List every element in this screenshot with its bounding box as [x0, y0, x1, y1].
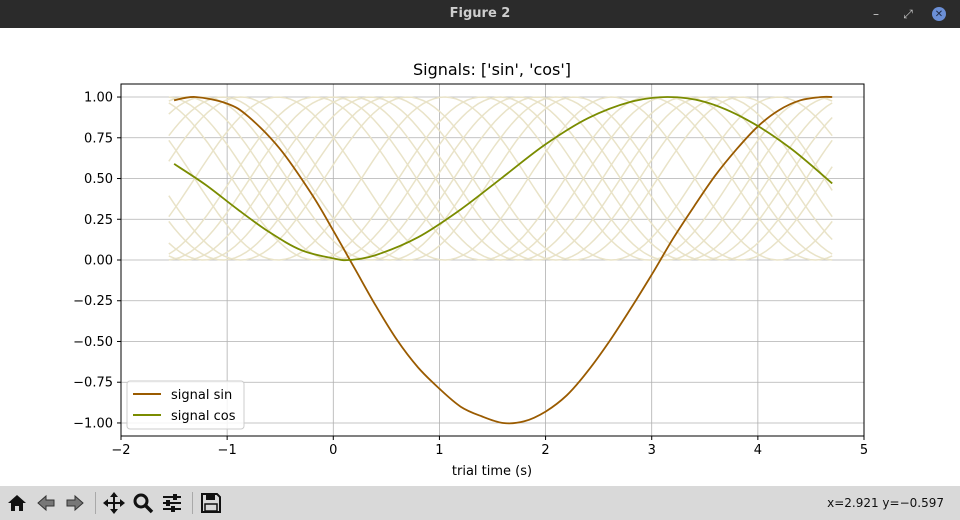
- y-tick-label: 0.50: [84, 172, 113, 187]
- window-title: Figure 2: [449, 6, 511, 21]
- home-icon[interactable]: [5, 491, 29, 515]
- y-tick-label: 1.00: [84, 91, 113, 106]
- legend-label-sin: signal sin: [171, 388, 232, 403]
- background-trace: [168, 96, 833, 261]
- navigation-toolbar: x=2.921 y=−0.597: [0, 486, 960, 520]
- axis-ticks: −2 −1 0 1 2 3 4 5 1.00 0.75 0.50 0.25 0.00 −0.25 −0.50…: [73, 91, 868, 458]
- pan-icon[interactable]: [102, 491, 126, 515]
- line-chart: Signals: ['sin', 'cos'] −2 −1 0 1 2 3 4 5 1.00 0.…: [73, 60, 868, 479]
- x-tick-label: −1: [218, 443, 237, 458]
- background-trace: [168, 96, 833, 261]
- figure-canvas[interactable]: Signals: ['sin', 'cos'] −2 −1 0 1 2 3 4 5 1.00 0.…: [0, 28, 960, 486]
- legend: signal sin signal cos: [126, 380, 245, 430]
- restore-button[interactable]: ⤢: [903, 6, 913, 21]
- x-tick-label: 1: [435, 443, 443, 458]
- y-tick-label: 0.00: [84, 254, 113, 269]
- background-trace: [168, 96, 833, 261]
- y-tick-label: −1.00: [73, 416, 113, 431]
- y-tick-label: −0.50: [73, 335, 113, 350]
- background-traces: [168, 96, 833, 261]
- x-tick-label: 5: [860, 443, 868, 458]
- background-trace: [168, 96, 833, 261]
- forward-icon[interactable]: [63, 491, 87, 515]
- toolbar-separator: [95, 492, 96, 514]
- series-line-sin: [173, 95, 833, 425]
- y-tick-label: 0.25: [84, 213, 113, 228]
- x-tick-label: 0: [329, 443, 337, 458]
- window-titlebar: Figure 2 – ⤢ ✕: [0, 0, 960, 28]
- legend-label-cos: signal cos: [171, 409, 236, 424]
- y-tick-label: −0.75: [73, 376, 113, 391]
- background-trace: [168, 96, 833, 261]
- background-trace: [168, 96, 833, 261]
- background-trace: [168, 96, 833, 261]
- x-tick-label: 3: [648, 443, 656, 458]
- y-tick-label: −0.25: [73, 294, 113, 309]
- background-trace: [168, 96, 833, 261]
- series-lines: [173, 95, 833, 425]
- background-trace: [168, 96, 833, 261]
- x-tick-label: 2: [541, 443, 549, 458]
- cursor-coordinates: x=2.921 y=−0.597: [827, 496, 944, 510]
- series-line-cos: [173, 96, 833, 262]
- toolbar-separator: [192, 492, 193, 514]
- chart-title: Signals: ['sin', 'cos']: [413, 60, 571, 79]
- save-icon[interactable]: [199, 491, 223, 515]
- y-tick-label: 0.75: [84, 131, 113, 146]
- background-trace: [168, 96, 833, 261]
- close-button[interactable]: ✕: [932, 7, 946, 21]
- x-tick-label: 4: [754, 443, 762, 458]
- minimize-button[interactable]: –: [873, 7, 879, 21]
- x-tick-label: −2: [111, 443, 130, 458]
- back-icon[interactable]: [34, 491, 58, 515]
- configure-subplots-icon[interactable]: [160, 491, 184, 515]
- zoom-icon[interactable]: [131, 491, 155, 515]
- x-axis-label: trial time (s): [452, 464, 532, 479]
